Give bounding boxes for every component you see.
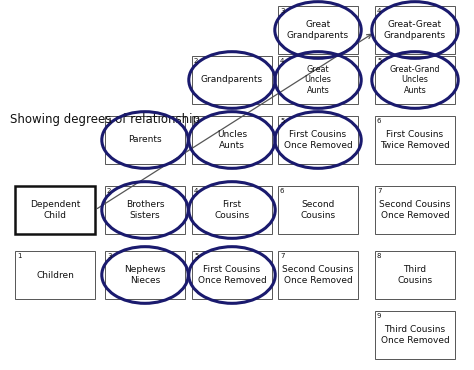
Bar bbox=[105, 116, 185, 164]
Text: Great
Uncles
Aunts: Great Uncles Aunts bbox=[305, 65, 331, 95]
Text: 9: 9 bbox=[377, 313, 382, 319]
Bar bbox=[15, 186, 95, 234]
Text: 3: 3 bbox=[107, 253, 111, 259]
Text: 6: 6 bbox=[280, 188, 284, 194]
Text: 5: 5 bbox=[377, 58, 382, 64]
Text: Second Cousins
Once Removed: Second Cousins Once Removed bbox=[379, 200, 451, 220]
Bar bbox=[105, 186, 185, 234]
Text: 6: 6 bbox=[377, 118, 382, 124]
Bar bbox=[278, 56, 358, 104]
Bar bbox=[192, 186, 272, 234]
Text: Dependent
Child: Dependent Child bbox=[30, 200, 80, 220]
Text: Second
Cousins: Second Cousins bbox=[301, 200, 336, 220]
Text: 5: 5 bbox=[280, 118, 284, 124]
Text: Second Cousins
Once Removed: Second Cousins Once Removed bbox=[283, 265, 354, 285]
Bar bbox=[375, 6, 455, 54]
Text: 1: 1 bbox=[17, 253, 21, 259]
Text: 2: 2 bbox=[107, 188, 111, 194]
Text: 3: 3 bbox=[194, 118, 199, 124]
Text: Nephews
Nieces: Nephews Nieces bbox=[124, 265, 166, 285]
Text: Great
Grandparents: Great Grandparents bbox=[287, 20, 349, 40]
Bar bbox=[375, 311, 455, 359]
Bar bbox=[278, 186, 358, 234]
Bar bbox=[192, 116, 272, 164]
Text: 4: 4 bbox=[377, 8, 382, 14]
Text: 3: 3 bbox=[280, 8, 284, 14]
Text: 1: 1 bbox=[107, 118, 111, 124]
Text: 4: 4 bbox=[280, 58, 284, 64]
Bar bbox=[375, 186, 455, 234]
Bar bbox=[375, 251, 455, 299]
Text: Great-Great
Grandparents: Great-Great Grandparents bbox=[384, 20, 446, 40]
Text: Uncles
Aunts: Uncles Aunts bbox=[217, 130, 247, 150]
Text: First
Cousins: First Cousins bbox=[214, 200, 250, 220]
Text: Parents: Parents bbox=[128, 135, 162, 145]
Text: Great-Grand
Uncles
Aunts: Great-Grand Uncles Aunts bbox=[390, 65, 440, 95]
Text: Children: Children bbox=[36, 270, 74, 279]
Bar bbox=[192, 251, 272, 299]
Bar bbox=[375, 56, 455, 104]
Text: 4: 4 bbox=[194, 188, 199, 194]
Bar bbox=[192, 56, 272, 104]
Bar bbox=[278, 116, 358, 164]
Text: 7: 7 bbox=[280, 253, 284, 259]
Text: 2: 2 bbox=[194, 58, 199, 64]
Text: Third
Cousins: Third Cousins bbox=[397, 265, 433, 285]
Bar bbox=[278, 6, 358, 54]
Text: 8: 8 bbox=[377, 253, 382, 259]
Text: First Cousins
Once Removed: First Cousins Once Removed bbox=[283, 130, 352, 150]
Text: 7: 7 bbox=[377, 188, 382, 194]
Bar bbox=[105, 251, 185, 299]
Text: 5: 5 bbox=[194, 253, 199, 259]
Text: Grandparents: Grandparents bbox=[201, 75, 263, 84]
Bar bbox=[15, 251, 95, 299]
Text: First Cousins
Once Removed: First Cousins Once Removed bbox=[198, 265, 266, 285]
Bar bbox=[278, 251, 358, 299]
Text: Showing degrees of relationship: Showing degrees of relationship bbox=[10, 114, 200, 127]
Text: First Cousins
Twice Removed: First Cousins Twice Removed bbox=[380, 130, 450, 150]
Text: Brothers
Sisters: Brothers Sisters bbox=[126, 200, 164, 220]
Text: Third Cousins
Once Removed: Third Cousins Once Removed bbox=[381, 325, 449, 345]
Bar bbox=[375, 116, 455, 164]
